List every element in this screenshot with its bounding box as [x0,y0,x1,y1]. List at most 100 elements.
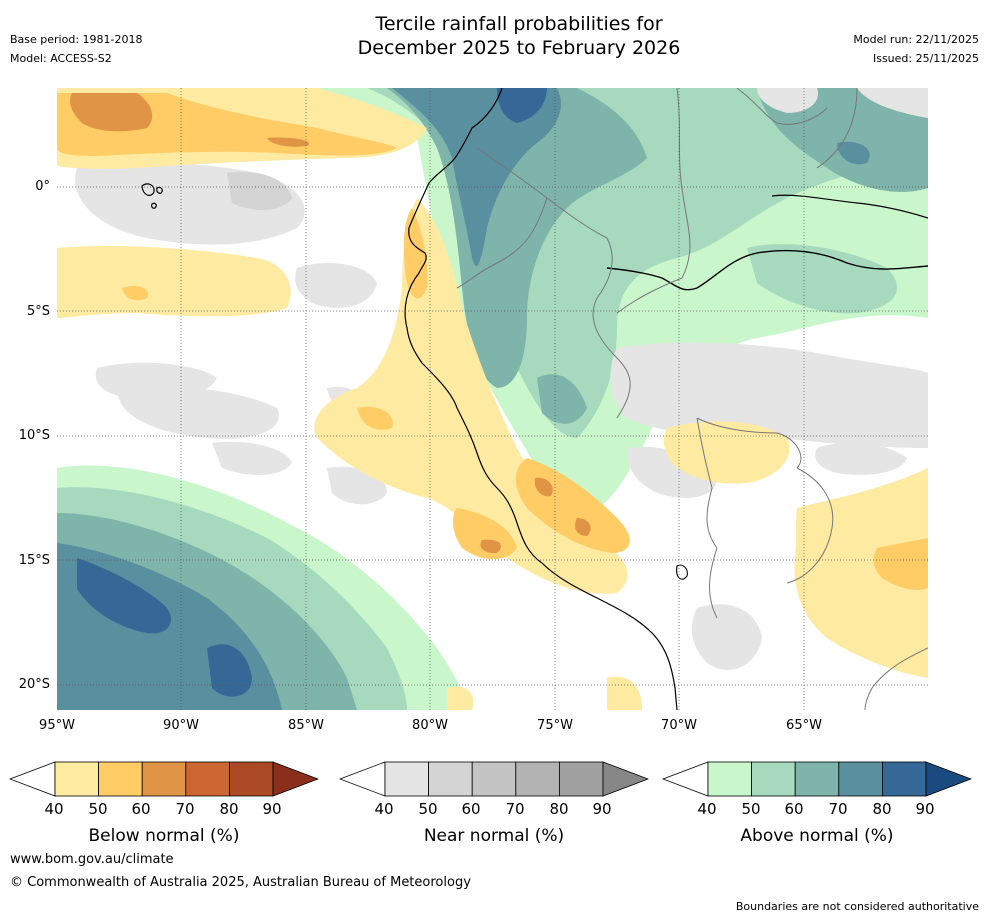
below-normal-region [447,686,474,710]
near-normal-region [227,171,292,210]
issued-date: Issued: 25/11/2025 [872,52,979,65]
below-normal-region [663,421,790,484]
legend-near-normal [339,761,649,797]
lat-label-10s: 10°S [18,428,50,443]
legend-swatch [428,761,473,797]
legend-near-tick: 70 [505,800,525,818]
above-normal-region [77,558,171,634]
above-normal-region [537,374,587,424]
legend-above-normal [662,761,972,797]
legend-below-tick: 80 [219,800,239,818]
legend-near-tick: 40 [374,800,394,818]
galapagos-islands [141,183,163,209]
legend-swatch-min [662,761,709,797]
legend-swatch [141,761,187,797]
above-normal-region [837,141,870,165]
below-normal-region [480,539,502,554]
above-normal-region [757,88,928,192]
above-normal-region [207,644,252,697]
legend-swatch [881,761,927,797]
near-normal-region [757,88,818,113]
legend-above-title: Above normal (%) [740,826,894,846]
coastline [606,249,928,291]
near-normal-region [815,442,907,475]
near-normal-region [212,441,292,475]
footer-copyright: © Commonwealth of Australia 2025, Austra… [10,875,471,890]
legend-above-tick: 90 [915,800,935,818]
below-normal-region [122,286,148,301]
legend-near-tick: 50 [418,800,438,818]
legend-above-tick: 70 [828,800,848,818]
legend-swatch-max [272,761,319,797]
legend-swatch [185,761,230,797]
above-normal-region [387,88,647,388]
title-line-1: Tercile rainfall probabilities for [375,13,663,35]
legend-swatch [751,761,796,797]
legend-swatch [384,761,429,797]
below-normal-region [534,477,553,497]
probability-map [57,88,928,710]
below-normal-region [314,198,628,594]
lon-label-80w: 80°W [412,718,448,733]
boundaries-disclaimer: Boundaries are not considered authoritat… [735,900,979,913]
lat-label-0: 0° [35,179,50,194]
below-normal-region [357,406,393,430]
coastline [771,194,928,219]
near-normal-region [610,342,928,448]
below-normal-region [70,93,153,132]
legend-swatch [54,761,99,797]
legend-near-tick: 60 [461,800,481,818]
legend-below-tick: 50 [88,800,108,818]
legend-swatch [471,761,517,797]
lon-label-95w: 95°W [39,718,75,733]
lat-label-20s: 20°S [18,677,50,692]
near-normal-region [117,386,279,439]
legend-swatch-min [9,761,56,797]
graticule [57,88,928,710]
title-line-2: December 2025 to February 2026 [357,37,681,59]
legend-swatch-max [925,761,972,797]
legend-swatch [228,761,274,797]
near-normal-region [627,446,717,498]
lon-label-70w: 70°W [661,718,697,733]
legend-swatch [515,761,560,797]
lon-label-90w: 90°W [163,718,199,733]
above-normal-region [497,88,547,123]
legend-swatch [558,761,604,797]
legend-swatch [838,761,883,797]
below-normal-region [403,208,428,299]
legend-below-tick: 90 [262,800,282,818]
map-title: Tercile rainfall probabilities for Decem… [294,12,744,60]
legend-below-normal [9,761,319,797]
lat-label-15s: 15°S [18,553,50,568]
legend-below-tick: 60 [131,800,151,818]
legend-swatch-min [339,761,386,797]
legend-below-tick: 40 [44,800,64,818]
below-normal-region [267,137,309,147]
legend-below-tick: 70 [175,800,195,818]
near-normal-region [691,604,762,670]
legend-near-tick: 90 [592,800,612,818]
legend-above-tick: 40 [697,800,717,818]
legend-swatch [794,761,840,797]
below-normal-region [873,538,928,590]
below-normal-region [794,468,928,678]
legend-above-tick: 50 [741,800,761,818]
near-normal-region [295,263,377,308]
below-normal-region [57,246,291,318]
lon-label-85w: 85°W [288,718,324,733]
near-normal-region [857,88,928,118]
base-period: Base period: 1981-2018 [10,33,143,46]
legend-near-tick: 80 [549,800,569,818]
country-borders [456,88,928,710]
legend-near-title: Near normal (%) [423,826,565,846]
model-name: Model: ACCESS-S2 [10,52,112,65]
footer-url[interactable]: www.bom.gov.au/climate [10,852,174,867]
legend-above-tick: 60 [784,800,804,818]
model-run: Model run: 22/11/2025 [853,33,979,46]
below-normal-region [575,518,591,536]
map-canvas [57,88,928,710]
legend-swatch [98,761,143,797]
legend-swatch-max [602,761,649,797]
above-normal-region [747,244,897,314]
